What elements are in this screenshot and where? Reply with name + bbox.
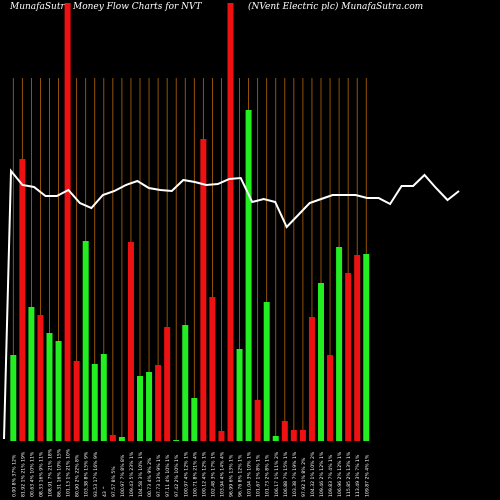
x-tick-label: 100.12 4% 12% 1% — [201, 451, 207, 497]
x-tick-label: 81.92 1% 21% 19% — [20, 451, 26, 497]
x-tick-label: 08.33 16% 9% 11% — [38, 451, 44, 497]
x-tick-label: 113.49 3% 7% 1% — [355, 454, 361, 497]
x-tick-label: 00.73 4% 9% 2% — [147, 457, 153, 497]
bar-series — [10, 3, 370, 441]
x-tick-label: 101.73 2% 8% 1% — [265, 454, 271, 497]
x-tick-label: 100.71 8% 21% 4% — [192, 451, 198, 497]
bar — [182, 325, 189, 441]
x-tick-label: 106.88 7% 15% 1% — [283, 451, 289, 497]
bar — [46, 333, 53, 441]
bar — [363, 254, 370, 441]
x-tick-label: 101.04 3% 10% 1% — [247, 451, 253, 497]
bar — [155, 365, 162, 441]
x-tick-label: 97.73 13% 9% 1% — [156, 454, 162, 497]
bar — [336, 247, 343, 441]
x-tick-label: 109.87 2% 4% 1% — [364, 454, 370, 497]
x-tick-label: 104.32 1% 10% 2% — [310, 451, 316, 497]
x-tick-label: 106.17 1% 11% 2% — [274, 451, 280, 497]
x-tick-label: 106.96 2% 12% 1% — [337, 451, 343, 497]
bar — [218, 431, 225, 441]
bar — [146, 372, 153, 441]
x-tick-label: 80.90 2% 22% 8% — [75, 454, 81, 497]
bar — [64, 3, 71, 441]
x-tick-label: 101.67 1% 8% 1% — [256, 454, 262, 497]
bar — [55, 341, 62, 441]
x-tick-label: 102.48 3% 17% 1% — [210, 451, 216, 497]
chart-title: MunafaSutra Money Flow Charts for NVT — [10, 2, 202, 12]
bar — [10, 355, 17, 441]
x-tick-label: 00.63 4% 10% 11% — [29, 451, 35, 497]
bar — [200, 139, 207, 441]
bar — [19, 159, 26, 441]
money-flow-line — [3, 168, 460, 440]
bar — [254, 400, 261, 441]
bar — [109, 435, 116, 441]
bar — [354, 255, 361, 441]
bar — [245, 110, 252, 441]
bar — [263, 302, 270, 441]
bar — [28, 307, 35, 441]
x-tick-label: 101.13 1% 21% 10% — [66, 448, 72, 497]
bar — [345, 273, 352, 441]
x-tick-label: 103.94 4% 14% 4% — [219, 451, 225, 497]
x-tick-label: 115.85 2% 13% 1% — [346, 451, 352, 497]
bar — [236, 349, 243, 441]
grid-lines — [12, 78, 367, 441]
x-tick-label: 104.58 3% 10% 1% — [138, 451, 144, 497]
x-tick-label: 97.57 8% 5% — [111, 466, 117, 497]
x-tick-label: 109.43 5% 23% 1% — [129, 451, 135, 497]
chart-subtitle: (NVent Electric plc) MunafaSutra.com — [248, 2, 424, 12]
x-tick-labels: 0.00 8% 37% 12% 81.92 1% 21% 19% 00.63 4% … — [11, 448, 370, 497]
bar — [209, 297, 216, 441]
bar — [281, 421, 288, 441]
bar — [73, 361, 80, 441]
x-tick-label: 0.00 8% 37% 12% — [11, 454, 17, 497]
x-tick-label: 96.76 8% 12% 1% — [238, 454, 244, 497]
x-tick-label: 97.92 1% 8% 2% — [301, 457, 307, 497]
x-tick-label: 103.38 8% 15% 9% — [84, 451, 90, 497]
bar — [173, 440, 180, 441]
bar — [227, 3, 234, 441]
x-tick-label: 109.46 2% 12% 1% — [319, 451, 325, 497]
bar — [308, 317, 315, 441]
bar — [290, 430, 297, 441]
bar — [137, 376, 143, 441]
x-tick-label: 97.11 4% 10% 1% — [165, 454, 171, 497]
bar — [91, 364, 98, 441]
bar — [272, 436, 279, 441]
x-tick-label: 97.42 2% 10% 1% — [174, 454, 180, 497]
x-tick-label: 43 ^ — [102, 486, 108, 497]
bar — [318, 283, 324, 441]
x-tick-label: 100.97 7% 8% 8% — [120, 454, 126, 497]
bar — [118, 437, 125, 441]
bar — [164, 327, 171, 441]
bar — [191, 398, 198, 441]
bar — [37, 315, 44, 441]
x-tick-label: 100.97 4% 12% 1% — [183, 451, 189, 497]
x-tick-label: 93.53 17% 16% 9% — [93, 451, 99, 497]
x-tick-label: 109.83 7% 4% 1% — [328, 454, 334, 497]
bar — [299, 430, 306, 441]
bar — [82, 241, 89, 441]
bar — [327, 355, 334, 441]
x-tick-label: 103.38 7% 19% 1% — [292, 451, 298, 497]
bar — [127, 242, 134, 441]
x-tick-label: 108.91 7% 21% 18% — [48, 448, 54, 497]
line-series — [3, 168, 460, 440]
bar — [100, 354, 107, 441]
x-tick-label: 86.31 16% 10% 15% — [57, 448, 63, 497]
x-tick-label: 96.99 6% 13% 1% — [229, 454, 235, 497]
